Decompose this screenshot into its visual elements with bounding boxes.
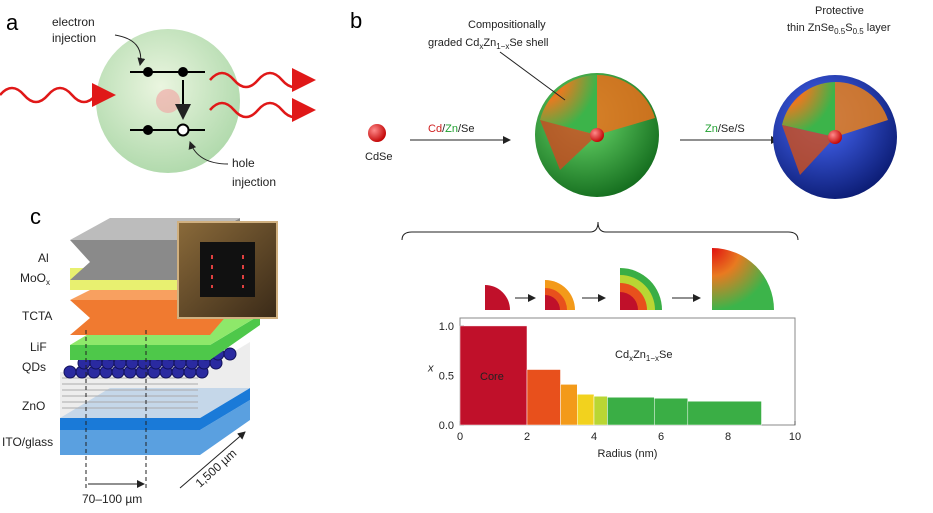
electron xyxy=(143,125,153,135)
growth-stage xyxy=(485,285,510,310)
cdse-core xyxy=(368,124,386,142)
bar xyxy=(527,370,561,425)
annotation: Compositionally xyxy=(468,19,546,31)
panel-c: c Al MoOx TCTA LiF QDs ZnO ITO/glass 70–… xyxy=(2,204,277,506)
bar xyxy=(654,398,688,425)
annotation: injection xyxy=(52,31,96,45)
text-part: 0.5 xyxy=(834,27,846,36)
incoming-light xyxy=(0,88,96,102)
panel-b: b CdSe Cd/Zn/Se Compositionally graded C… xyxy=(350,5,897,310)
text-part: /Se/S xyxy=(718,123,745,135)
layer-label: QDs xyxy=(22,360,46,374)
x-tick-label: 4 xyxy=(591,431,597,443)
bar xyxy=(561,384,578,425)
text-part: x xyxy=(46,278,50,287)
y-tick-label: 0.5 xyxy=(439,370,454,382)
bar xyxy=(688,401,762,425)
text-part: 0.5 xyxy=(853,27,865,36)
annotation: Core xyxy=(480,371,504,383)
quantum-dot xyxy=(64,366,76,378)
text-part: Zn xyxy=(483,37,496,49)
annotation: electron xyxy=(52,15,95,29)
dimension-label: 70–100 µm xyxy=(82,492,142,506)
layer-label: Al xyxy=(38,251,49,265)
x-tick-label: 0 xyxy=(457,431,463,443)
x-tick-label: 2 xyxy=(524,431,530,443)
text-part: thin ZnSe xyxy=(787,22,834,34)
text-part: Cd xyxy=(428,123,442,135)
annotation: injection xyxy=(232,175,276,189)
figure: a electron injection hole injection b Cd… xyxy=(0,0,933,513)
bar xyxy=(594,396,607,425)
text-part: Zn xyxy=(445,123,458,135)
electron xyxy=(143,67,153,77)
panel-a: a electron injection hole injection xyxy=(0,10,312,189)
panel-label: c xyxy=(30,204,41,229)
core xyxy=(590,128,604,142)
hole xyxy=(178,125,189,136)
text-part: Se shell xyxy=(509,37,548,49)
text-part: /Se xyxy=(458,123,475,135)
layer-label: TCTA xyxy=(22,309,52,323)
annotation: Protective xyxy=(815,5,864,17)
formula-part: Zn xyxy=(633,349,646,361)
formula-part: 1−x xyxy=(646,354,659,363)
panel-label: a xyxy=(6,10,19,35)
annotation: CdxZn1−xSe xyxy=(615,349,673,363)
annotation: CdSe xyxy=(365,151,393,163)
bracket xyxy=(402,222,798,240)
y-tick-label: 1.0 xyxy=(439,321,454,333)
formula-part: Cd xyxy=(615,349,629,361)
annotation: thin ZnSe0.5S0.5 layer xyxy=(787,22,891,36)
panel-label: b xyxy=(350,8,362,33)
annotation: hole xyxy=(232,156,255,170)
core-glow xyxy=(156,89,180,113)
text-part: Zn xyxy=(705,123,718,135)
bar xyxy=(607,397,654,425)
annotation: graded CdxZn1−xSe shell xyxy=(428,37,548,51)
text-part: S xyxy=(845,22,852,34)
device-photo-pixel-area xyxy=(200,242,255,297)
x-tick-label: 10 xyxy=(789,431,801,443)
y-axis-label: x xyxy=(427,363,434,375)
core xyxy=(828,130,842,144)
growth-stage xyxy=(712,248,774,310)
electron xyxy=(178,67,188,77)
layer-label: MoOx xyxy=(20,271,50,287)
text-part: layer xyxy=(864,22,891,34)
text-part: 1−x xyxy=(496,42,509,51)
x-axis-label: Radius (nm) xyxy=(598,448,658,460)
formula-part: Se xyxy=(659,349,672,361)
text-part: MoO xyxy=(20,271,46,285)
x-tick-label: 6 xyxy=(658,431,664,443)
y-tick-label: 0.0 xyxy=(439,420,454,432)
chart: 0 2 4 6 8 10 0.0 0.5 1.0 Radius (nm) x Core CdxZn1−x… xyxy=(427,318,801,460)
pointer xyxy=(500,52,565,100)
x-tick-label: 8 xyxy=(725,431,731,443)
layer-label: LiF xyxy=(30,340,47,354)
bar xyxy=(577,394,594,425)
layer-label: ITO/glass xyxy=(2,435,53,449)
annotation: Zn/Se/S xyxy=(705,123,745,135)
layer-label: ZnO xyxy=(22,399,45,413)
text-part: graded Cd xyxy=(428,37,479,49)
annotation: Cd/Zn/Se xyxy=(428,123,474,135)
quantum-dot xyxy=(224,348,236,360)
